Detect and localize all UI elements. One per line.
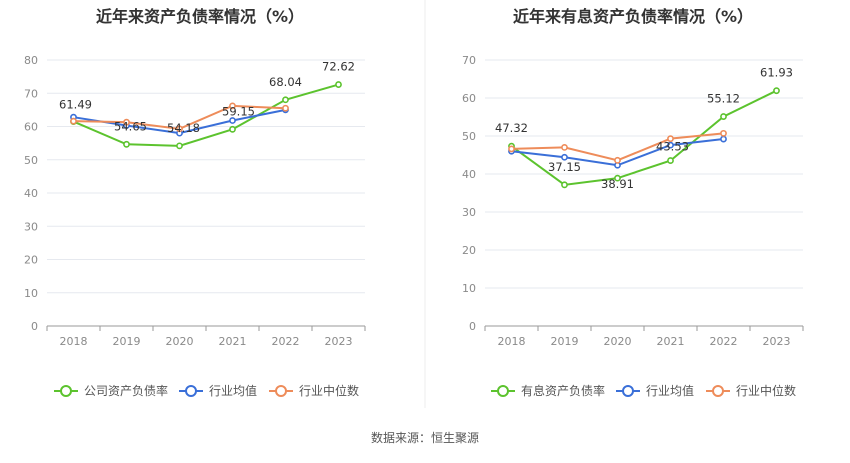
- chart-title: 近年来有息资产负债率情况（%）: [513, 7, 753, 26]
- x-tick-label: 2019: [551, 335, 579, 348]
- data-point: [720, 113, 727, 120]
- y-tick-label: 70: [24, 87, 38, 100]
- y-tick-label: 40: [24, 187, 38, 200]
- y-tick-label: 60: [462, 92, 476, 105]
- x-tick-label: 2021: [219, 335, 247, 348]
- legend-swatch-marker: [185, 385, 197, 397]
- x-tick-label: 2022: [272, 335, 300, 348]
- y-tick-label: 10: [24, 287, 38, 300]
- legend-swatch-marker: [712, 385, 724, 397]
- legend-item-1: 公司资产负债率: [54, 383, 168, 398]
- legend-swatch-marker: [622, 385, 634, 397]
- x-tick-label: 2019: [113, 335, 141, 348]
- data-point: [667, 157, 674, 164]
- data-label: 59.15: [222, 104, 255, 118]
- data-point: [229, 102, 236, 110]
- data-point: [282, 96, 289, 104]
- data-label: 61.49: [59, 98, 92, 112]
- legend-swatch-marker: [275, 385, 287, 397]
- data-label: 43.53: [656, 140, 689, 154]
- chart-2: 近年来有息资产负债率情况（%） 0 10 20 30 40 50 60 70 2018 2019 20…: [462, 7, 804, 398]
- chart-1: 近年来资产负债率情况（%） 0 10 20 30 40 50 60 70 80 2018 2019 20…: [24, 7, 366, 398]
- data-point: [720, 135, 727, 143]
- y-tick-label: 50: [462, 130, 476, 143]
- legend-label: 行业均值: [209, 383, 257, 398]
- y-tick-label: 0: [31, 320, 38, 333]
- y-tick-label: 40: [462, 168, 476, 181]
- x-tick-label: 2020: [604, 335, 632, 348]
- data-point: [720, 129, 727, 137]
- data-point: [335, 81, 342, 88]
- legend-swatch-marker: [497, 385, 509, 397]
- x-tick-label: 2023: [763, 335, 791, 348]
- source-note: 数据来源：恒生聚源: [371, 430, 479, 445]
- data-point: [667, 141, 674, 149]
- data-point: [70, 117, 77, 125]
- series-line-1: [73, 83, 339, 147]
- data-point: [667, 135, 674, 143]
- data-point: [508, 145, 515, 153]
- data-point: [176, 142, 183, 150]
- legend-swatch-marker: [60, 385, 72, 397]
- data-label: 47.32: [495, 121, 528, 135]
- data-point: [773, 87, 780, 95]
- data-label: 72.62: [322, 60, 355, 74]
- y-tick-label: 20: [24, 254, 38, 267]
- y-tick-label: 80: [24, 54, 38, 67]
- y-tick-label: 30: [462, 206, 476, 219]
- data-point: [123, 140, 130, 148]
- legend-item-3: 行业中位数: [269, 383, 359, 398]
- data-point: [561, 143, 568, 151]
- data-point: [614, 174, 621, 182]
- data-label: 55.12: [707, 92, 740, 106]
- legend-label: 行业中位数: [736, 383, 796, 398]
- series-line-1: [510, 89, 777, 186]
- y-tick-label: 60: [24, 121, 38, 134]
- data-label: 38.91: [601, 177, 634, 191]
- y-tick-label: 50: [24, 154, 38, 167]
- data-point: [561, 153, 568, 161]
- y-tick-label: 20: [462, 244, 476, 257]
- x-tick-label: 2018: [60, 335, 88, 348]
- data-point: [229, 125, 236, 133]
- legend-item-2: 行业均值: [616, 383, 694, 398]
- legend-label: 行业中位数: [299, 383, 359, 398]
- y-tick-label: 30: [24, 220, 38, 233]
- x-tick-label: 2018: [498, 335, 526, 348]
- y-tick-label: 70: [462, 54, 476, 67]
- data-point: [561, 181, 568, 189]
- x-tick-label: 2023: [325, 335, 353, 348]
- x-tick-label: 2020: [166, 335, 194, 348]
- data-point: [614, 156, 621, 164]
- data-label: 68.04: [269, 75, 302, 89]
- y-tick-label: 0: [469, 320, 476, 333]
- series-line-3: [511, 132, 724, 162]
- legend-item-3: 行业中位数: [706, 383, 796, 398]
- legend-item-2: 行业均值: [179, 383, 257, 398]
- data-point: [176, 125, 183, 133]
- data-point: [229, 117, 236, 124]
- x-tick-label: 2022: [710, 335, 738, 348]
- legend-item-1: 有息资产负债率: [491, 383, 605, 398]
- data-point: [282, 104, 289, 112]
- y-tick-label: 10: [462, 282, 476, 295]
- legend-label: 公司资产负债率: [84, 383, 168, 398]
- x-tick-label: 2021: [657, 335, 685, 348]
- data-label: 61.93: [760, 66, 793, 80]
- chart-title: 近年来资产负债率情况（%）: [96, 7, 304, 26]
- data-label: 54.18: [167, 121, 200, 135]
- data-label: 54.65: [114, 119, 147, 133]
- data-label: 37.15: [548, 160, 581, 174]
- legend-label: 行业均值: [646, 383, 694, 398]
- data-point: [123, 118, 130, 126]
- legend-label: 有息资产负债率: [521, 383, 605, 398]
